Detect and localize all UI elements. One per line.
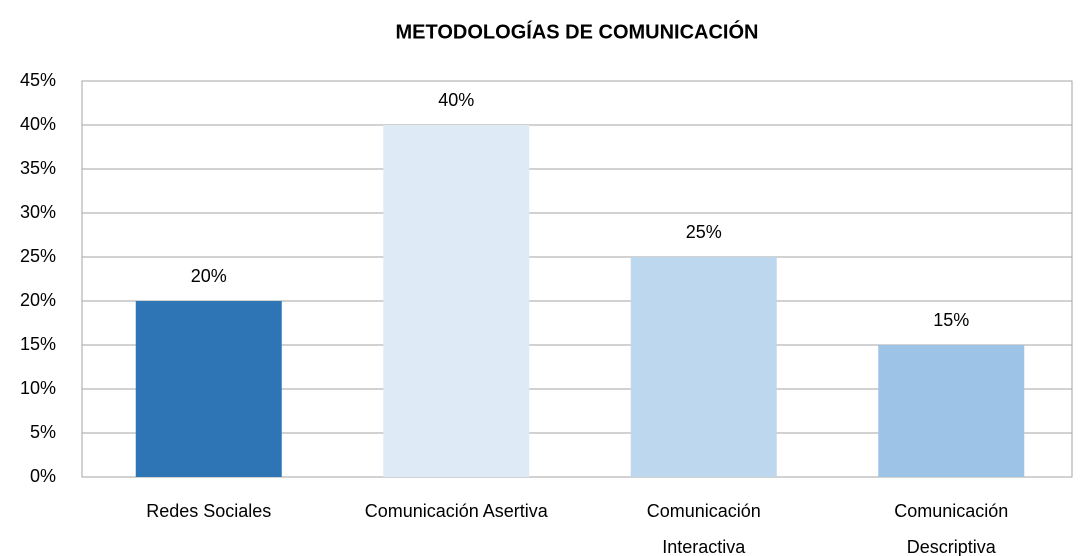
bar — [383, 125, 530, 477]
y-tick-label: 45% — [20, 70, 56, 90]
y-tick-label: 40% — [20, 114, 56, 134]
x-tick-label: Comunicación Asertiva — [365, 501, 549, 521]
x-tick-label: Redes Sociales — [146, 501, 271, 521]
bar — [630, 257, 777, 477]
bar — [135, 301, 282, 477]
chart-title: METODOLOGÍAS DE COMUNICACIÓN — [396, 19, 759, 43]
y-tick-label: 30% — [20, 202, 56, 222]
value-label: 25% — [686, 222, 722, 242]
y-tick-label: 35% — [20, 158, 56, 178]
y-tick-label: 15% — [20, 334, 56, 354]
bar — [878, 345, 1025, 477]
y-tick-label: 0% — [30, 466, 56, 486]
x-tick-label: Comunicación Descriptiva — [894, 501, 1008, 556]
y-tick-label: 20% — [20, 290, 56, 310]
y-tick-label: 10% — [20, 378, 56, 398]
value-label: 20% — [191, 266, 227, 286]
y-tick-label: 25% — [20, 246, 56, 266]
y-tick-label: 5% — [30, 422, 56, 442]
x-tick-label: Comunicación Interactiva — [647, 501, 761, 556]
value-label: 40% — [438, 90, 474, 110]
value-label: 15% — [933, 310, 969, 330]
